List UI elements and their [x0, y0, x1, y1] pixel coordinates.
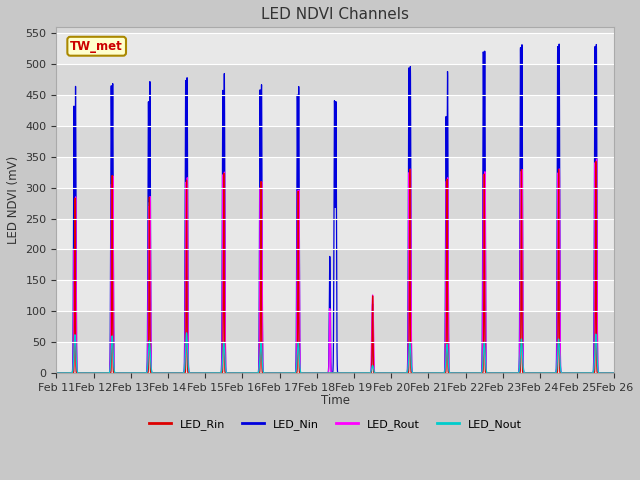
LED_Nin [415, 370, 423, 376]
Bar [56, 64, 614, 95]
LED_Nin [351, 370, 358, 376]
LED_Rout [511, 370, 519, 376]
Bar [56, 126, 614, 157]
Bar [56, 218, 614, 250]
Y-axis label: LED NDVI (mV): LED NDVI (mV) [7, 156, 20, 244]
LED_Nin [611, 370, 618, 376]
Bar [56, 342, 614, 373]
Title: LED NDVI Channels: LED NDVI Channels [261, 7, 410, 22]
Bar [56, 188, 614, 218]
LED_Rout [593, 156, 600, 162]
Bar [56, 95, 614, 126]
LED_Rin [415, 370, 423, 376]
LED_Nin [154, 370, 161, 376]
LED_Nout [415, 370, 423, 376]
Line: LED_Rin: LED_Rin [56, 161, 614, 373]
LED_Rin [154, 370, 161, 376]
Bar [56, 157, 614, 188]
LED_Rin [592, 158, 600, 164]
Bar [56, 250, 614, 280]
LED_Rout [611, 370, 618, 376]
LED_Rin [52, 370, 60, 376]
Bar [56, 280, 614, 311]
Text: TW_met: TW_met [70, 40, 123, 53]
LED_Nout [182, 330, 190, 336]
LED_Rout [415, 370, 423, 376]
LED_Rout [154, 370, 161, 376]
LED_Rin [387, 370, 395, 376]
LED_Rin [266, 370, 273, 376]
LED_Rout [266, 370, 273, 376]
Line: LED_Nin: LED_Nin [56, 44, 614, 373]
LED_Nout [330, 370, 338, 376]
LED_Nout [611, 370, 618, 376]
Line: LED_Rout: LED_Rout [56, 159, 614, 373]
LED_Nin [469, 370, 477, 376]
LED_Rout [469, 370, 477, 376]
Line: LED_Nout: LED_Nout [56, 333, 614, 373]
X-axis label: Time: Time [321, 394, 350, 407]
LED_Nin [556, 41, 563, 47]
LED_Nout [52, 370, 60, 376]
LED_Nin [266, 370, 273, 376]
Bar [56, 34, 614, 64]
LED_Nin [52, 370, 60, 376]
LED_Nout [154, 370, 161, 376]
LED_Rout [52, 370, 60, 376]
LED_Rin [611, 370, 618, 376]
LED_Rout [387, 370, 395, 376]
LED_Nout [469, 370, 477, 376]
LED_Nout [511, 370, 519, 376]
Bar [56, 27, 614, 34]
LED_Rin [469, 370, 477, 376]
LED_Nout [387, 370, 395, 376]
Bar [56, 311, 614, 342]
LED_Nin [387, 370, 395, 376]
LED_Nout [266, 370, 273, 376]
Legend: LED_Rin, LED_Nin, LED_Rout, LED_Nout: LED_Rin, LED_Nin, LED_Rout, LED_Nout [145, 415, 526, 435]
LED_Nin [511, 370, 519, 376]
LED_Rin [511, 370, 519, 376]
